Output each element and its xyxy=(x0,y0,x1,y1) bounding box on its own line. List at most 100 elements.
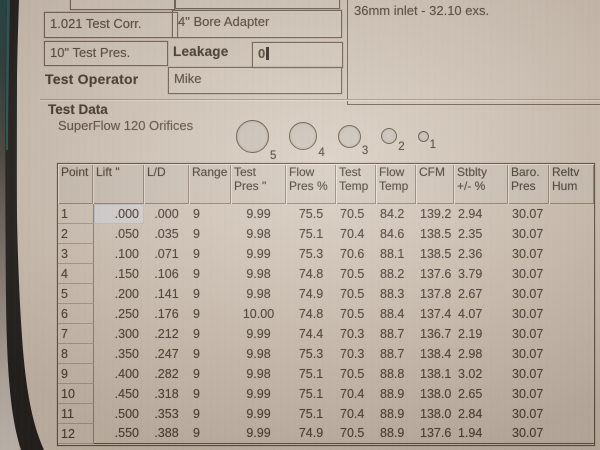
table-cell[interactable]: .300 xyxy=(114,326,139,341)
table-cell[interactable]: 9.98 xyxy=(246,226,271,241)
table-cell[interactable]: 9 xyxy=(193,246,200,261)
row-header-cell[interactable]: 4 xyxy=(58,263,94,284)
table-cell[interactable]: 88.2 xyxy=(380,266,405,281)
row-header-cell[interactable]: 10 xyxy=(58,383,94,404)
table-cell[interactable]: 88.9 xyxy=(380,406,405,421)
row-header-cell[interactable]: 11 xyxy=(58,403,94,424)
table-cell[interactable]: 30.07 xyxy=(512,286,544,301)
table-cell[interactable]: 2.84 xyxy=(458,406,483,421)
table-cell[interactable]: 9 xyxy=(193,406,200,421)
table-cell[interactable]: 30.07 xyxy=(512,306,544,321)
table-cell[interactable]: .318 xyxy=(154,386,179,401)
table-cell[interactable]: 9.99 xyxy=(246,206,271,221)
table-cell[interactable]: 9 xyxy=(193,266,200,281)
row-header-cell[interactable]: 5 xyxy=(58,283,94,304)
table-cell[interactable]: 75.3 xyxy=(298,246,324,261)
table-cell[interactable]: 30.07 xyxy=(512,386,544,401)
row-header-cell[interactable]: 2 xyxy=(58,223,94,244)
table-cell[interactable]: 30.07 xyxy=(512,226,544,241)
table-cell[interactable]: 70.4 xyxy=(340,386,365,401)
table-cell[interactable] xyxy=(549,284,594,304)
table-cell[interactable] xyxy=(549,364,594,384)
table-cell[interactable]: 9.98 xyxy=(246,346,271,361)
table-cell[interactable]: 70.3 xyxy=(340,346,365,361)
row-header-cell[interactable]: 9 xyxy=(58,363,94,384)
table-cell[interactable]: 9 xyxy=(193,326,200,341)
table-cell[interactable] xyxy=(549,244,594,264)
table-cell[interactable]: 138.1 xyxy=(420,366,452,381)
table-cell[interactable]: 88.9 xyxy=(380,386,405,401)
table-cell[interactable]: 75.5 xyxy=(298,206,324,221)
selected-cell[interactable]: .000 xyxy=(93,204,144,224)
table-cell[interactable]: 70.4 xyxy=(340,406,365,421)
operator-input[interactable]: Mike xyxy=(168,67,342,94)
table-cell[interactable]: 70.5 xyxy=(340,366,365,381)
table-cell[interactable]: 30.07 xyxy=(512,406,544,421)
table-cell[interactable]: 70.5 xyxy=(340,426,365,441)
leakage-input[interactable]: 0 xyxy=(252,42,343,68)
table-cell[interactable]: 70.5 xyxy=(340,206,365,221)
table-cell[interactable]: 138.0 xyxy=(420,386,452,401)
table-cell[interactable]: 70.5 xyxy=(340,286,365,301)
table-cell[interactable]: 9 xyxy=(193,346,200,361)
table-cell[interactable]: 74.8 xyxy=(298,266,324,281)
table-cell[interactable]: 138.5 xyxy=(420,226,452,241)
table-cell[interactable]: .250 xyxy=(114,306,139,321)
table-cell[interactable] xyxy=(549,324,594,344)
table-cell[interactable]: 9 xyxy=(193,386,200,401)
table-cell[interactable]: 9.99 xyxy=(246,326,271,341)
table-cell[interactable]: 30.07 xyxy=(512,206,544,221)
table-cell[interactable]: 75.1 xyxy=(298,366,324,381)
table-cell[interactable]: .550 xyxy=(114,426,139,441)
table-cell[interactable]: 70.3 xyxy=(340,326,365,341)
table-cell[interactable] xyxy=(549,204,594,224)
table-cell[interactable]: 9.99 xyxy=(246,406,271,421)
table-cell[interactable]: .353 xyxy=(154,406,179,421)
table-cell[interactable]: 88.3 xyxy=(380,286,405,301)
table-cell[interactable]: 88.1 xyxy=(380,246,405,261)
table-cell[interactable]: .141 xyxy=(154,286,179,301)
table-cell[interactable]: 2.94 xyxy=(458,206,483,221)
test-correction-field[interactable]: 1.021 Test Corr. xyxy=(44,12,178,38)
table-cell[interactable]: 2.65 xyxy=(458,386,483,401)
table-cell[interactable] xyxy=(549,424,594,444)
table-cell[interactable]: 74.9 xyxy=(298,426,324,441)
table-cell[interactable]: 30.07 xyxy=(512,246,544,261)
table-cell[interactable]: 70.6 xyxy=(340,246,365,261)
table-cell[interactable]: 2.19 xyxy=(458,326,483,341)
bore-adapter-field[interactable]: 4" Bore Adapter xyxy=(172,10,342,38)
table-cell[interactable]: .176 xyxy=(154,306,179,321)
table-cell[interactable]: .050 xyxy=(114,226,139,241)
table-cell[interactable]: 9.99 xyxy=(246,246,271,261)
table-cell[interactable]: 9 xyxy=(193,306,200,321)
table-cell[interactable]: 88.9 xyxy=(380,426,405,441)
table-cell[interactable]: 74.9 xyxy=(298,286,324,301)
table-cell[interactable]: 9.98 xyxy=(246,266,271,281)
table-cell[interactable]: .400 xyxy=(114,366,139,381)
table-cell[interactable] xyxy=(549,264,594,284)
table-cell[interactable]: 3.02 xyxy=(458,366,483,381)
table-cell[interactable]: 30.07 xyxy=(512,426,544,441)
table-cell[interactable]: 9 xyxy=(193,366,200,381)
table-cell[interactable]: 9.98 xyxy=(246,366,271,381)
table-cell[interactable]: .150 xyxy=(114,266,139,281)
table-cell[interactable] xyxy=(549,304,594,324)
table-cell[interactable]: .247 xyxy=(154,346,179,361)
table-cell[interactable]: 88.4 xyxy=(380,306,405,321)
table-cell[interactable]: 30.07 xyxy=(512,346,544,361)
row-header-cell[interactable]: 1 xyxy=(58,204,94,224)
partial-field-2[interactable] xyxy=(175,0,340,9)
table-cell[interactable]: 138.0 xyxy=(420,406,452,421)
table-cell[interactable]: 74.4 xyxy=(298,326,324,341)
table-cell[interactable]: 74.8 xyxy=(298,306,324,321)
table-cell[interactable]: .106 xyxy=(154,266,179,281)
table-cell[interactable]: 136.7 xyxy=(420,326,452,341)
table-cell[interactable]: 2.67 xyxy=(458,286,483,301)
table-cell[interactable]: 84.6 xyxy=(380,226,405,241)
row-header-cell[interactable]: 7 xyxy=(58,323,94,344)
table-cell[interactable]: 88.7 xyxy=(380,326,405,341)
table-cell[interactable]: 138.5 xyxy=(420,246,452,261)
table-cell[interactable]: 9.99 xyxy=(246,386,271,401)
table-cell[interactable]: 3.79 xyxy=(458,266,483,281)
table-cell[interactable]: 30.07 xyxy=(512,326,544,341)
